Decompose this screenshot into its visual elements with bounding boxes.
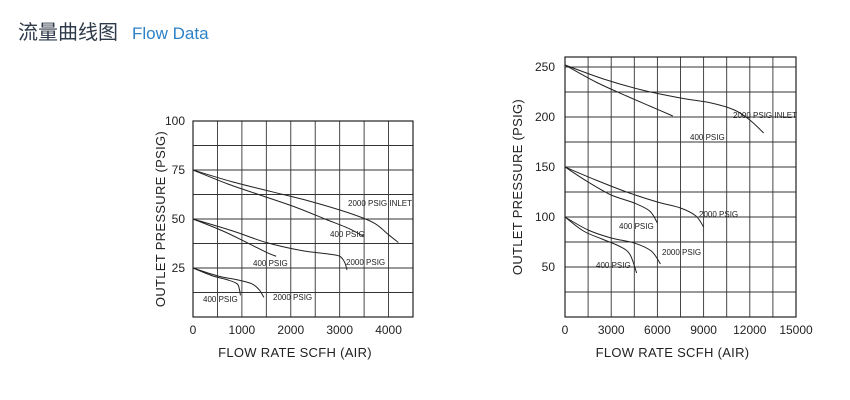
series-label: 2000 PSIG INLET [348,199,412,208]
y-tick-label: 100 [535,210,555,224]
series-line [564,216,638,274]
x-tick-label: 3000 [326,323,353,337]
series-line [192,169,365,238]
page-title: 流量曲线图 [18,20,118,44]
series-line [564,216,661,265]
series-label: 400 PSIG [203,295,238,304]
series-label: 400 PSIG [690,133,725,142]
y-tick-label: 100 [165,114,185,128]
x-tick-label: 4000 [375,323,402,337]
page-header: 流量曲线图 Flow Data [18,16,209,46]
x-tick-label: 15000 [779,323,813,337]
x-tick-label: 3000 [598,323,625,337]
series-line [564,64,673,117]
x-tick-label: 9000 [690,323,717,337]
x-tick-label: 6000 [644,323,671,337]
y-tick-label: 250 [535,60,555,74]
plot-frame [564,56,797,318]
series-label: 2000 PSIG [662,248,701,257]
y-tick-label: 75 [172,163,186,177]
y-tick-label: 50 [172,212,186,226]
flow-chart-right: 0 3000 6000 9000 12000 15000 50 100 150 200 250 FLO… [510,56,813,360]
x-tick-label: 0 [190,323,197,337]
series-label: 400 PSIG [330,230,365,239]
series-line [192,267,265,298]
series-label: 400 PSIG [619,222,654,231]
x-axis-label: FLOW RATE SCFH (AIR) [218,345,372,360]
series-line [564,166,705,228]
series-label: 2000 PSIG [346,258,385,267]
x-tick-label: 1000 [229,323,256,337]
series-label: 2000 PSIG INLET [733,111,797,120]
y-tick-label: 200 [535,110,555,124]
y-tick-label: 50 [542,260,556,274]
x-tick-label: 0 [562,323,569,337]
y-tick-label: 25 [172,261,186,275]
page-subtitle: Flow Data [132,24,209,43]
series-label: 2000 PSIG [273,293,312,302]
flow-chart-left: 0 1000 2000 3000 4000 25 50 75 100 FLOW RATE SCFH… [153,114,414,360]
y-tick-label: 150 [535,160,555,174]
x-tick-label: 2000 [277,323,304,337]
series-line [564,64,765,134]
series-label: 2000 PSIG [699,210,738,219]
series-line [192,218,277,257]
series-line [192,218,348,271]
x-tick-label: 12000 [733,323,767,337]
series-line [564,166,658,224]
series-line [192,267,241,296]
series-label: 400 PSIG [253,259,288,268]
x-axis-label: FLOW RATE SCFH (AIR) [596,345,750,360]
series-line [192,169,399,243]
y-axis-label: OUTLET PRESSURE (PSIG) [510,99,525,275]
series-label: 400 PSIG [596,261,631,270]
y-axis-label: OUTLET PRESSURE (PSIG) [153,131,168,307]
